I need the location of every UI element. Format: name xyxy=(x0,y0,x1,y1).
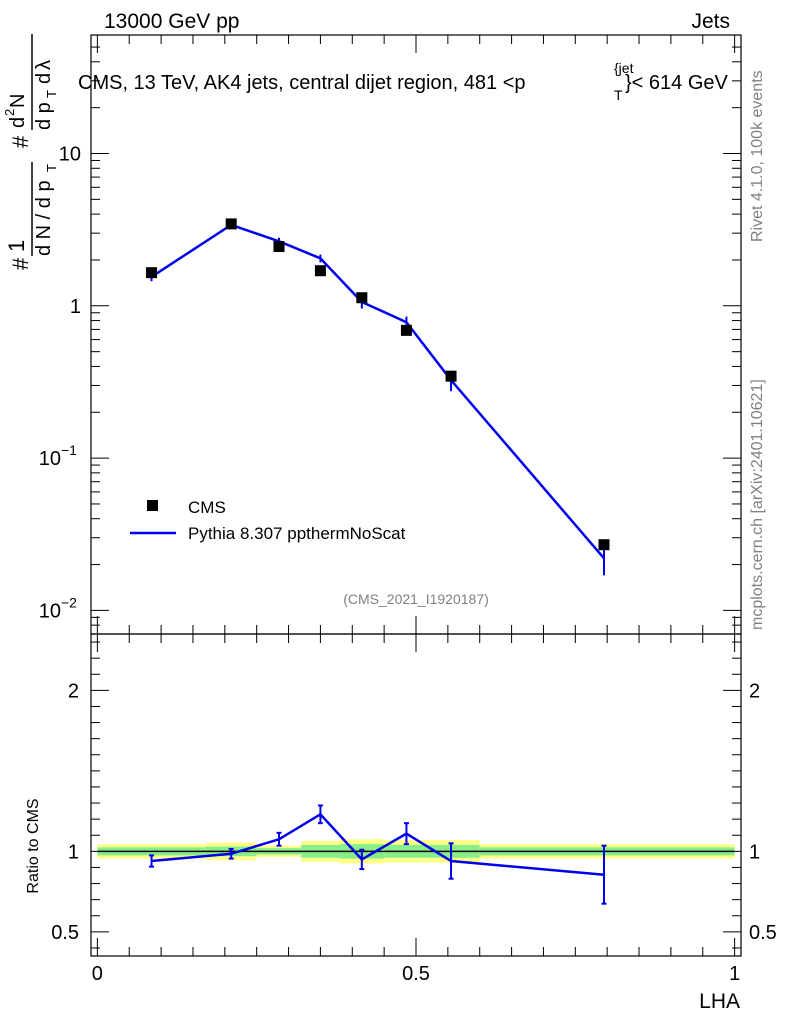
ratio-series-line xyxy=(151,812,605,876)
main-plot-title-text: CMS, 13 TeV, AK4 jets, central dijet reg… xyxy=(78,72,526,94)
legend-marker-cms xyxy=(147,500,158,511)
ratio-panel: 0.5 0.5 1 1 2 2 0 0.5 1 xyxy=(51,633,777,985)
header-energy-label: 13000 GeV pp xyxy=(104,10,239,33)
svg-text:2: 2 xyxy=(2,109,17,116)
x-tick-label: 0 xyxy=(92,963,103,985)
ratio-y-axis-label: Ratio to CMS xyxy=(25,798,42,893)
legend-label-pythia: Pythia 8.307 ppthermNoScat xyxy=(188,524,406,543)
ratio-y-tick-label-right: 2 xyxy=(749,680,760,702)
mcplots-label: mcplots.cern.ch [arXiv:2401.10621] xyxy=(749,379,766,630)
main-plot-title-end: }< 614 GeV xyxy=(625,72,729,94)
ratio-y-tick-label: 0.5 xyxy=(51,922,79,944)
ratio-y-tick-label: 2 xyxy=(68,680,79,702)
header-process-label: Jets xyxy=(691,10,730,33)
svg-text:d: d xyxy=(7,117,29,128)
cms-data-point xyxy=(146,267,158,279)
svg-text:#: # xyxy=(8,257,33,270)
main-y-tick-label: 10 xyxy=(39,600,61,622)
ratio-y-tick-label: 1 xyxy=(68,841,79,863)
rivet-version-label: Rivet 4.1.0, 100k events xyxy=(749,70,766,242)
svg-text:d: d xyxy=(33,73,55,84)
ratio-y-tick-label-right: 1 xyxy=(749,841,760,863)
x-axis-label: LHA xyxy=(699,990,740,1013)
svg-text:N: N xyxy=(7,94,29,108)
svg-text:T: T xyxy=(44,90,59,98)
ratio-y-tick-label-right: 0.5 xyxy=(749,922,777,944)
x-tick-label: 0.5 xyxy=(402,963,430,985)
mc-series-line xyxy=(150,223,605,560)
legend-label-cms: CMS xyxy=(188,498,226,517)
main-y-tick-label: 10 xyxy=(59,144,81,166)
cms-data-point xyxy=(445,370,457,382)
svg-text:T: T xyxy=(44,164,59,172)
svg-text:1: 1 xyxy=(4,240,29,252)
cms-data-point xyxy=(356,292,368,304)
main-y-axis-label: # 1 d N / d p T # d 2 N d p T d λ xyxy=(2,34,59,270)
svg-text:λ: λ xyxy=(33,60,55,70)
x-tick-label: 1 xyxy=(729,963,740,985)
svg-text:d p: d p xyxy=(33,102,55,130)
svg-text:d N / d p: d N / d p xyxy=(33,180,55,256)
cms-data-point xyxy=(314,265,326,277)
main-y-tick-label-exponent: −2 xyxy=(61,594,77,610)
main-y-tick-label: 10 xyxy=(39,448,61,470)
cms-data-point xyxy=(598,539,610,551)
main-plot-title-sub: T xyxy=(614,87,623,103)
main-y-tick-label-exponent: −1 xyxy=(61,442,77,458)
main-plot-title: CMS, 13 TeV, AK4 jets, central dijet reg… xyxy=(78,60,729,103)
cms-data-point xyxy=(273,241,285,253)
cms-data-point xyxy=(400,324,412,336)
cms-data-point xyxy=(225,218,237,230)
analysis-watermark: (CMS_2021_I1920187) xyxy=(343,591,489,607)
ratio-frame xyxy=(90,633,742,957)
legend: CMS Pythia 8.307 ppthermNoScat xyxy=(130,498,406,543)
svg-text:#: # xyxy=(8,135,33,148)
main-plot-title-sup: {jet xyxy=(614,60,634,76)
main-y-tick-label: 1 xyxy=(70,296,81,318)
